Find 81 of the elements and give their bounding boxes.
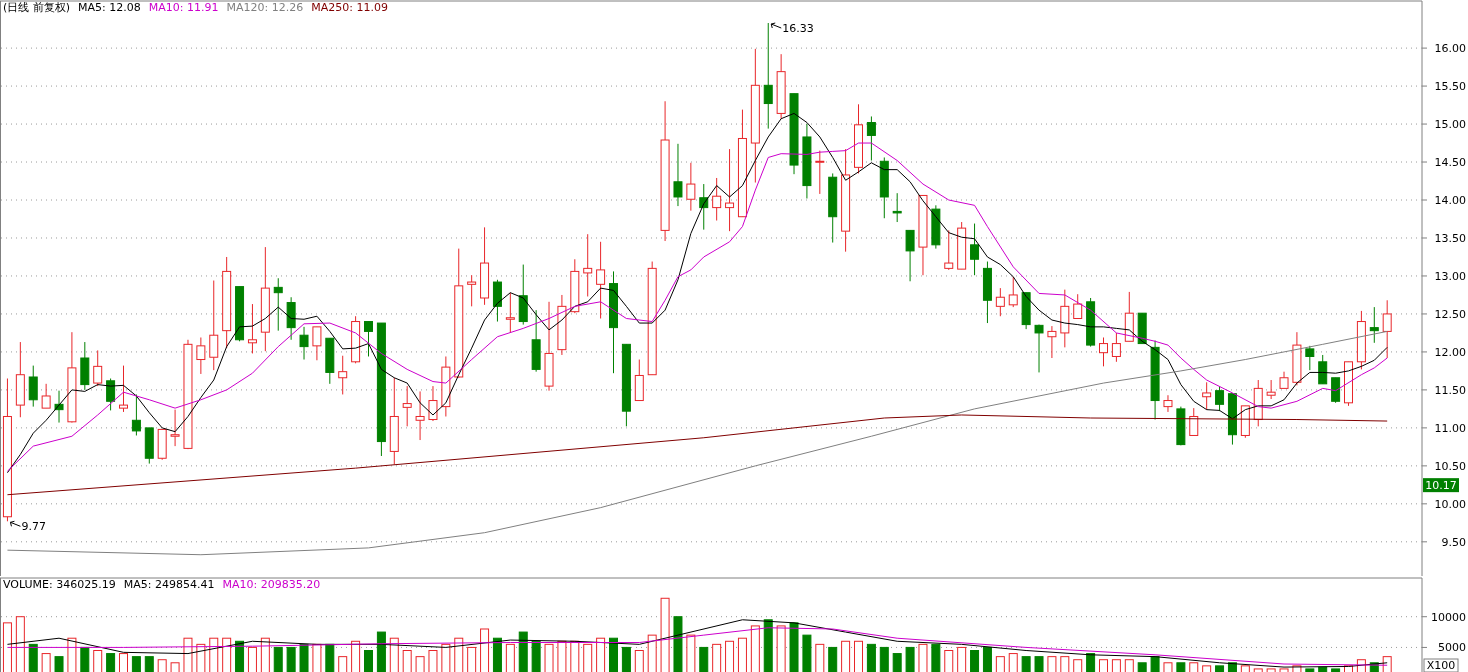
annotation: 9.77: [21, 520, 46, 534]
candlestick: [725, 148, 735, 232]
y-tick-label: 12.50: [1434, 307, 1466, 321]
candlestick: [247, 303, 257, 354]
text: MA10: 209835.20: [222, 578, 321, 591]
y-tick-label: 14.50: [1434, 156, 1466, 170]
candlestick: [866, 115, 876, 162]
candlestick: [131, 393, 141, 436]
y-tick-label: 16.00: [1434, 42, 1466, 56]
candlestick: [28, 365, 38, 408]
candlestick: [170, 409, 180, 447]
candlestick: [596, 241, 606, 319]
chart-title: (日线 前复权): [3, 1, 71, 14]
candlestick: [1034, 324, 1044, 373]
y-tick-label: 13.50: [1434, 231, 1466, 245]
candlestick: [1073, 293, 1083, 319]
candlestick: [1189, 407, 1199, 436]
y-tick-label: 15.50: [1434, 80, 1466, 94]
candlestick: [312, 326, 322, 361]
text: 10.17: [1425, 479, 1457, 493]
candlestick: [106, 378, 116, 411]
candlestick: [673, 143, 683, 207]
text: MA250: 11.09: [311, 1, 388, 14]
candlestick: [93, 349, 103, 387]
y-tick-label: 11.50: [1434, 383, 1466, 397]
candlestick: [815, 150, 825, 195]
y-tick-label: 9.50: [1441, 535, 1466, 549]
candlestick: [415, 390, 425, 441]
candlestick: [892, 192, 902, 223]
candlestick: [1008, 276, 1018, 308]
y-tick-label: 14.00: [1434, 194, 1466, 208]
candlestick: [1099, 336, 1108, 367]
y-tick-label: 13.00: [1434, 269, 1466, 283]
candlestick: [712, 177, 722, 222]
candlestick: [1305, 345, 1315, 371]
y-tick-label: 5000: [1438, 641, 1466, 655]
candlestick: [402, 385, 412, 427]
candlestick: [428, 385, 438, 422]
line-series: [6, 627, 1388, 666]
candlestick: [1382, 299, 1392, 359]
candlestick: [209, 280, 219, 371]
candlestick: [905, 229, 915, 282]
candlestick: [970, 223, 980, 276]
candlestick: [1111, 332, 1121, 363]
candlestick: [763, 22, 773, 130]
candlestick: [686, 162, 696, 212]
y-tick-label: 11.00: [1434, 421, 1466, 435]
y-tick-label: 10000: [1431, 610, 1466, 624]
candlestick: [41, 383, 51, 409]
candlestick: [119, 365, 128, 413]
chart-title: VOLUME: 346025.19: [3, 578, 116, 591]
candlestick: [467, 274, 477, 307]
annotation: 16.33: [782, 22, 814, 36]
candlestick: [196, 336, 206, 375]
candlestick: [1266, 379, 1276, 400]
y-axis-title: X100: [1426, 659, 1456, 672]
y-tick-label: 10.50: [1434, 459, 1466, 473]
line-series: [6, 619, 1388, 668]
candlestick: [1318, 354, 1328, 385]
candlestick: [1202, 381, 1212, 411]
text: MA10: 11.91: [148, 1, 219, 14]
candlestick: [995, 287, 1005, 317]
candlestick: [583, 233, 593, 297]
candlestick: [1215, 385, 1225, 412]
candlestick: [338, 355, 348, 395]
candlestick: [1369, 306, 1379, 344]
y-tick-label: 15.00: [1434, 118, 1466, 132]
candlestick: [273, 277, 283, 332]
line-series: [6, 414, 1388, 496]
candlestick: [944, 229, 954, 271]
text: MA5: 12.08: [78, 1, 141, 14]
text: MA5: 249854.41: [123, 578, 215, 591]
candlestick: [299, 326, 309, 361]
candlestick: [1331, 377, 1341, 404]
y-tick-label: 10.00: [1434, 497, 1466, 511]
candlestick: [505, 292, 515, 334]
text: MA120: 12.26: [226, 1, 304, 14]
candlestick: [364, 321, 373, 357]
candlestick: [1163, 394, 1173, 413]
candlestick: [1047, 325, 1057, 359]
y-tick-label: 12.00: [1434, 345, 1466, 359]
